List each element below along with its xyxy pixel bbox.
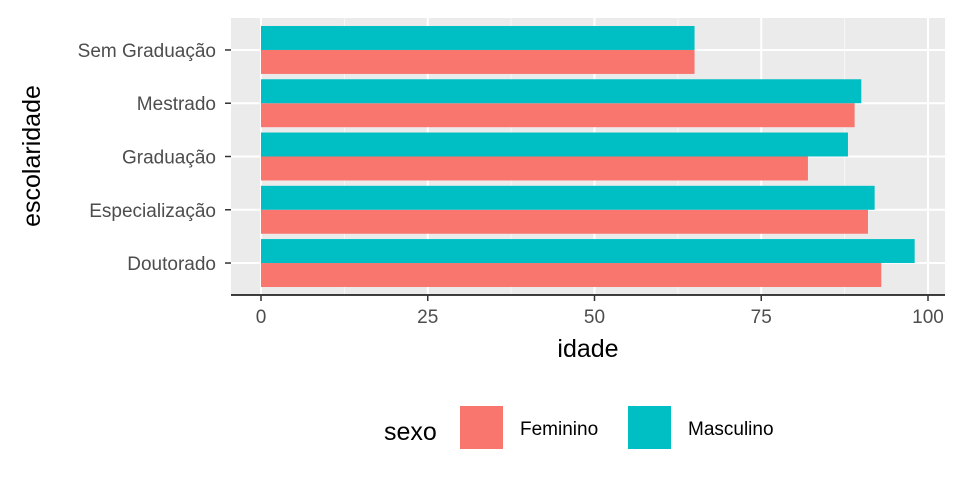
legend-key-masculino xyxy=(628,406,671,449)
bar-masculino-semgraduacao xyxy=(261,25,695,50)
x-axis-title: idade xyxy=(557,335,618,363)
y-axis-ticks: Doutorado Especialização Graduação Mestrado… xyxy=(78,41,231,275)
y-tick-label: Graduação xyxy=(122,148,216,169)
bar-masculino-doutorado xyxy=(261,239,915,264)
legend-key-feminino xyxy=(460,406,503,449)
legend-label-feminino: Feminino xyxy=(520,419,598,440)
legend-label-masculino: Masculino xyxy=(688,419,774,440)
bar-feminino-especializacao xyxy=(261,209,868,234)
x-tick-label: 100 xyxy=(912,307,944,328)
y-tick-label: Mestrado xyxy=(137,94,216,115)
y-tick-label: Doutorado xyxy=(127,254,216,275)
x-tick-label: 25 xyxy=(417,307,438,328)
y-tick-label: Sem Graduação xyxy=(78,41,216,62)
bar-feminino-semgraduacao xyxy=(261,49,695,74)
y-axis-title: escolaridade xyxy=(18,85,46,227)
bar-feminino-doutorado xyxy=(261,263,882,288)
bars xyxy=(261,25,915,288)
bar-masculino-especializacao xyxy=(261,185,875,210)
x-axis-ticks: 0 25 50 75 100 xyxy=(256,295,944,328)
y-tick-label: Especialização xyxy=(89,201,216,222)
x-tick-label: 0 xyxy=(256,307,267,328)
x-tick-label: 50 xyxy=(584,307,605,328)
bar-feminino-mestrado xyxy=(261,103,855,128)
legend-title: sexo xyxy=(384,418,437,446)
bar-masculino-graduacao xyxy=(261,132,848,157)
x-tick-label: 75 xyxy=(751,307,772,328)
bar-masculino-mestrado xyxy=(261,79,862,104)
bar-feminino-graduacao xyxy=(261,156,808,181)
